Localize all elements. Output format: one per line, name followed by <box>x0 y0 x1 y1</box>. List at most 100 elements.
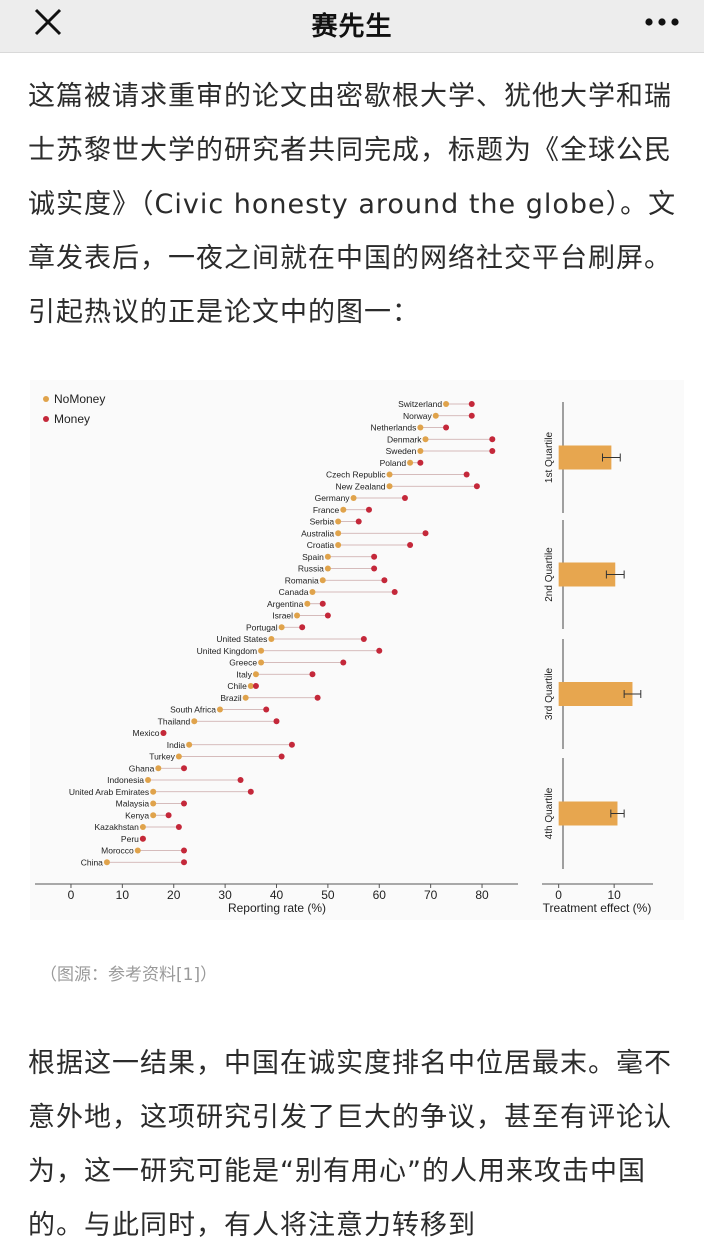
money-point <box>468 412 475 419</box>
country-label: China <box>81 857 103 867</box>
country-label: Denmark <box>387 434 422 444</box>
country-label: Israel <box>272 611 293 621</box>
money-point <box>381 577 388 584</box>
legend-nomoney-marker <box>43 396 49 402</box>
money-point <box>263 706 270 713</box>
country-label: Morocco <box>101 846 134 856</box>
quartile-bar <box>558 562 616 587</box>
nomoney-point <box>145 777 152 783</box>
legend-nomoney-label: NoMoney <box>54 392 105 406</box>
country-label: India <box>167 740 186 750</box>
nomoney-point <box>407 459 414 466</box>
money-point <box>165 812 172 819</box>
article-paragraph: 这篇被请求重审的论文由密歇根大学、犹他大学和瑞士苏黎世大学的研究者共同完成，标题… <box>28 81 677 328</box>
x-tick-label: 10 <box>607 888 621 902</box>
nomoney-point <box>150 800 157 807</box>
money-point <box>473 483 480 490</box>
country-label: Chile <box>227 681 247 691</box>
country-label: Australia <box>301 528 334 538</box>
figure-chart: NoMoney Money Switzerland Norway Netherlan… <box>35 392 653 915</box>
legend-money-label: Money <box>54 412 90 426</box>
country-label: Brazil <box>220 693 241 703</box>
country-label: Greece <box>229 658 257 668</box>
nomoney-point <box>350 495 357 501</box>
honesty-figure: NoMoney Money Switzerland Norway Netherlan… <box>30 380 684 920</box>
country-label: Poland <box>380 458 407 468</box>
nomoney-point <box>335 542 342 548</box>
money-point <box>391 589 398 595</box>
nomoney-point <box>386 483 393 490</box>
nomoney-point <box>139 824 146 830</box>
money-point <box>252 683 259 689</box>
country-label: United Kingdom <box>197 646 257 656</box>
money-point <box>181 765 188 772</box>
nomoney-point <box>252 671 259 678</box>
x-tick-label: 20 <box>167 888 181 902</box>
more-button[interactable] <box>642 4 682 44</box>
country-label: Mexico <box>133 728 160 738</box>
nomoney-point <box>309 589 316 595</box>
nomoney-point <box>386 471 393 478</box>
money-point <box>489 436 496 443</box>
nomoney-point <box>191 718 198 725</box>
money-point <box>181 847 188 854</box>
nomoney-point <box>247 683 254 689</box>
nomoney-point <box>335 530 342 537</box>
money-point <box>463 471 470 478</box>
country-label: Turkey <box>149 752 175 762</box>
quartile-label: 1st Quartile <box>544 431 555 483</box>
article-paragraph: 根据这一结果，中国在诚实度排名中位居最末。毫不意外地，这项研究引发了巨大的争议，… <box>28 1048 672 1241</box>
x-tick-label: 60 <box>373 888 387 902</box>
close-icon <box>34 8 62 36</box>
country-label: Switzerland <box>398 399 442 409</box>
nomoney-point <box>324 553 331 560</box>
quartile-bar <box>558 801 618 826</box>
quartile-bar <box>558 682 633 706</box>
country-label: Sweden <box>386 446 417 456</box>
money-point <box>288 741 295 748</box>
country-label: Serbia <box>310 517 335 527</box>
country-label: Spain <box>302 552 324 562</box>
money-point <box>443 424 450 431</box>
country-label: Indonesia <box>107 775 144 785</box>
nomoney-point <box>134 847 141 854</box>
country-label: Kenya <box>125 810 149 820</box>
page-title: 赛先生 <box>311 12 393 42</box>
quartile-label: 3rd Quartile <box>544 667 555 720</box>
nomoney-point <box>175 753 182 760</box>
money-point <box>376 647 383 654</box>
nomoney-point <box>294 612 301 619</box>
money-point <box>371 553 378 560</box>
nomoney-point <box>258 659 265 666</box>
country-label: Argentina <box>267 599 304 609</box>
nomoney-point <box>417 448 424 454</box>
nomoney-point <box>335 518 342 525</box>
money-point <box>299 624 306 631</box>
money-point <box>309 671 316 678</box>
nomoney-point <box>417 424 424 431</box>
money-point <box>237 777 244 783</box>
country-label: Romania <box>285 575 319 585</box>
x-tick-label: 30 <box>218 888 232 902</box>
money-point <box>371 565 378 572</box>
x-tick-label: 80 <box>475 888 489 902</box>
x-tick-label: 10 <box>116 888 130 902</box>
country-label: Thailand <box>158 716 191 726</box>
money-point <box>181 859 188 866</box>
money-point <box>160 730 167 736</box>
x-tick-label: 0 <box>68 888 75 902</box>
country-label: Russia <box>298 564 324 574</box>
money-point <box>468 401 475 407</box>
quartile-label: 2nd Quartile <box>544 547 555 602</box>
close-button[interactable] <box>30 4 70 44</box>
country-label: France <box>313 505 340 515</box>
money-point <box>355 518 362 525</box>
money-point <box>407 542 414 548</box>
quartile-label: 4th Quartile <box>544 787 555 839</box>
legend-money-marker <box>43 416 49 422</box>
money-point <box>324 612 331 619</box>
country-label: Ghana <box>129 763 155 773</box>
money-point <box>273 718 280 725</box>
nomoney-point <box>278 624 285 631</box>
money-point <box>139 835 146 842</box>
